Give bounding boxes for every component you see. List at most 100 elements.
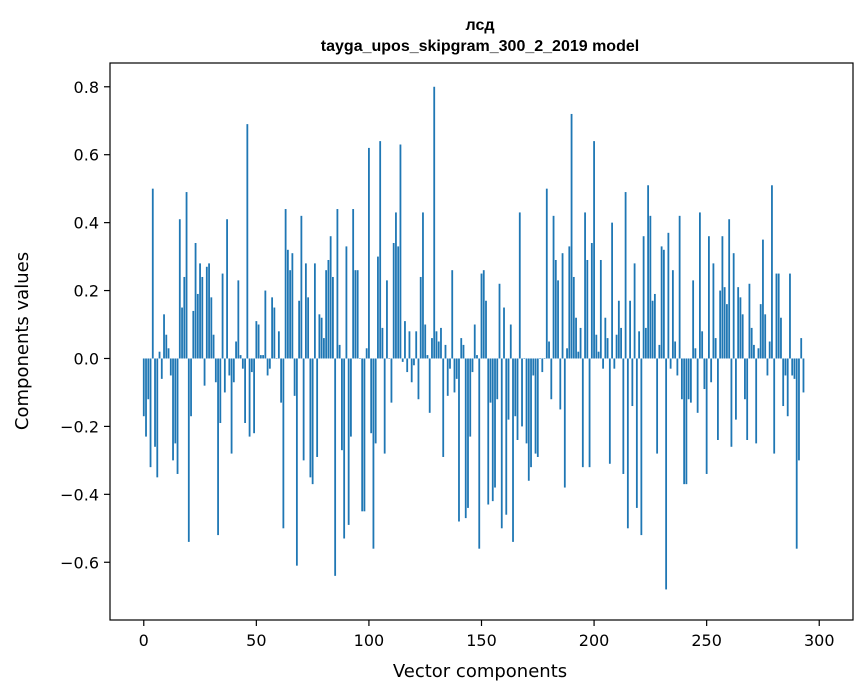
bar [259, 355, 262, 359]
x-tick-label: 200 [579, 631, 610, 650]
bar [226, 219, 228, 359]
bar [662, 249, 665, 359]
bar [221, 273, 224, 359]
bar [440, 327, 442, 359]
bar [230, 358, 233, 454]
bar [527, 358, 530, 481]
bar [381, 327, 384, 359]
bar [791, 358, 794, 376]
bar [694, 348, 697, 359]
bar [764, 314, 767, 359]
bar [422, 212, 424, 359]
bar [597, 351, 600, 359]
bar [730, 358, 733, 447]
bar [322, 338, 325, 359]
bar [370, 358, 373, 434]
bar [401, 358, 404, 362]
bar [773, 358, 776, 454]
bar [500, 358, 503, 529]
bar [212, 334, 215, 359]
bar [566, 348, 568, 359]
bar [759, 304, 762, 359]
bar [554, 259, 557, 359]
chart-subtitle: tayga_upos_skipgram_300_2_2019 model [321, 38, 639, 55]
bar [451, 270, 454, 359]
bar [338, 344, 341, 359]
bar [428, 358, 431, 413]
bar [174, 358, 177, 444]
bar [341, 358, 343, 451]
bar [782, 358, 785, 407]
bar [523, 358, 526, 359]
bar [505, 358, 508, 515]
bar [419, 276, 422, 359]
bar [460, 338, 463, 359]
bar [268, 358, 271, 369]
bar [374, 358, 377, 444]
bar [717, 358, 719, 440]
bar [525, 358, 528, 444]
bar [316, 358, 319, 457]
bar [595, 334, 598, 359]
chart-title: лсд [465, 17, 494, 34]
bar [545, 188, 548, 359]
bar [649, 215, 652, 359]
y-tick-label: 0.0 [74, 349, 99, 368]
bar [282, 358, 285, 529]
bar [408, 331, 411, 359]
bar [615, 334, 618, 359]
bar [777, 273, 780, 359]
bar [368, 147, 370, 359]
bar [426, 355, 429, 359]
bar [732, 253, 735, 359]
bar [656, 358, 659, 454]
bar [295, 358, 298, 566]
bar [210, 297, 213, 359]
bar [289, 270, 292, 359]
bar [473, 324, 476, 359]
bar [275, 358, 278, 359]
y-axis-label: Components values [12, 252, 33, 430]
bar [633, 263, 636, 359]
bar [613, 358, 616, 369]
bar [793, 358, 796, 379]
bar [577, 351, 580, 359]
bar [536, 358, 539, 457]
bar [467, 358, 469, 508]
bar [266, 358, 269, 376]
bar [644, 327, 647, 359]
bar [471, 358, 474, 373]
bar [676, 358, 679, 376]
bar [464, 358, 467, 519]
bar [602, 358, 604, 369]
bar [581, 358, 584, 468]
bar [561, 253, 564, 359]
bar [669, 358, 672, 369]
x-tick-label: 100 [354, 631, 385, 650]
bar [253, 358, 255, 434]
bar [169, 358, 172, 376]
bar [512, 358, 514, 542]
bar [257, 324, 260, 359]
bar [334, 358, 337, 576]
bar [617, 300, 620, 359]
bar [359, 358, 361, 359]
bar [532, 358, 535, 376]
bar [145, 358, 147, 437]
bar [379, 141, 382, 359]
bar [802, 358, 805, 393]
bar [313, 263, 316, 359]
bar [255, 321, 258, 359]
x-tick-label: 0 [139, 631, 149, 650]
bar [640, 358, 643, 536]
bar [653, 293, 656, 359]
bar [568, 246, 571, 359]
bar [246, 124, 249, 359]
bar [748, 283, 751, 359]
bar [521, 358, 523, 427]
bar [431, 338, 433, 359]
bar [449, 358, 451, 369]
bar [626, 358, 629, 529]
bar [151, 188, 154, 359]
bar [491, 358, 494, 502]
